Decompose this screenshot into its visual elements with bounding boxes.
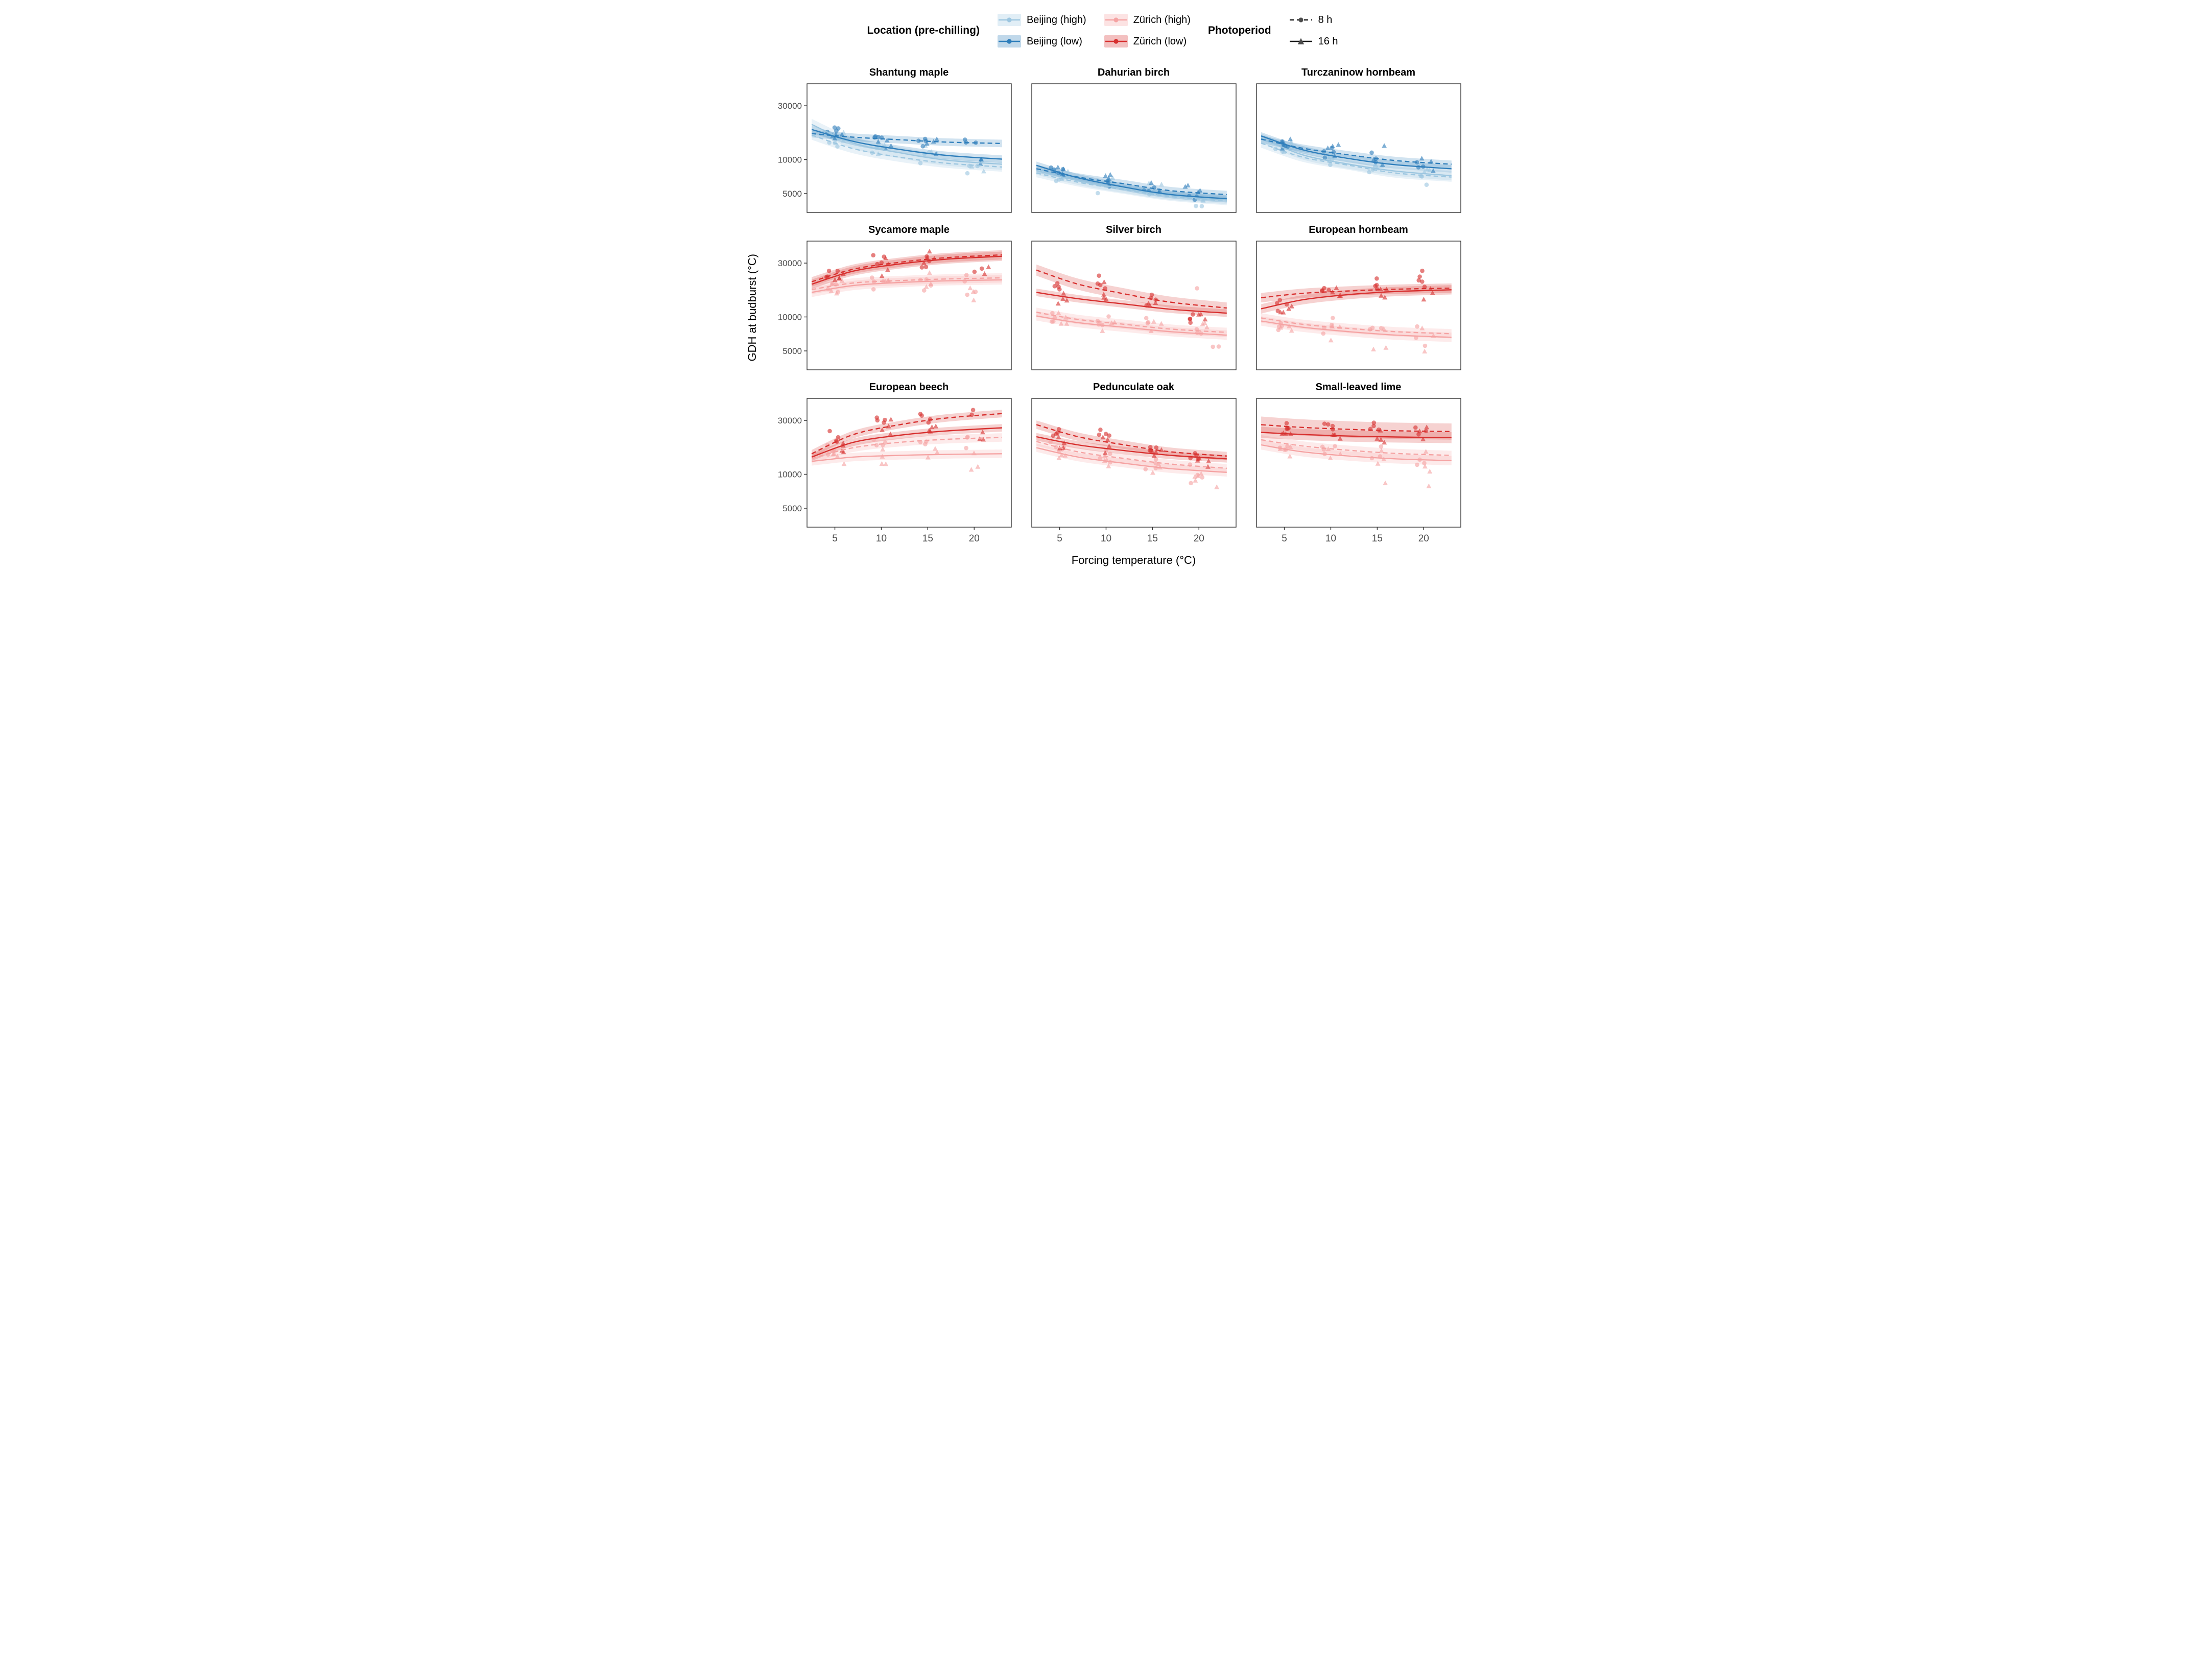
legend-key-beijing-high-icon	[997, 14, 1021, 26]
svg-text:10000: 10000	[777, 469, 801, 479]
facet-title: Dahurian birch	[1097, 67, 1170, 78]
svg-text:15: 15	[1371, 533, 1382, 544]
legend-key-16h-icon	[1289, 38, 1312, 44]
svg-text:5: 5	[1282, 533, 1287, 544]
legend-title-photoperiod: Photoperiod	[1207, 25, 1271, 36]
facet-european-hornbeam: European hornbeam	[1251, 222, 1465, 374]
svg-text:5000: 5000	[783, 189, 802, 199]
facet-dahurian-birch: Dahurian birch	[1027, 64, 1240, 217]
svg-text:10: 10	[1325, 533, 1336, 544]
legend-entry-beijing-high: Beijing (high)	[997, 12, 1086, 28]
facet-panel: 5000 10000 30000	[777, 241, 1012, 370]
facet-title: Sycamore maple	[868, 224, 950, 235]
facet-panel	[1255, 83, 1461, 213]
svg-text:30000: 30000	[777, 101, 801, 111]
facet-silver-birch: Silver birch	[1027, 222, 1240, 374]
facet-panel: 5000 10000 30000 5 10 15 20	[777, 398, 1012, 544]
legend-entry-16h: 16 h	[1289, 34, 1338, 49]
legend-label: Beijing (high)	[1026, 14, 1086, 26]
facet-panel	[1031, 83, 1237, 213]
svg-text:5: 5	[832, 533, 838, 544]
svg-text:10000: 10000	[777, 155, 801, 164]
legend-entry-beijing-low: Beijing (low)	[997, 34, 1086, 49]
facet-panel	[1255, 241, 1461, 370]
facet-title: Turczaninow hornbeam	[1301, 67, 1415, 78]
legend-label: Beijing (low)	[1026, 35, 1082, 47]
legend-label: 8 h	[1318, 14, 1333, 26]
facet-small-leaved-lime: Small-leaved lime 5 10 15 20	[1251, 379, 1465, 551]
facet-title: Silver birch	[1106, 224, 1161, 235]
svg-text:20: 20	[1418, 533, 1429, 544]
legend-title-location: Location (pre-chilling)	[867, 25, 980, 36]
svg-text:15: 15	[1147, 533, 1157, 544]
svg-text:30000: 30000	[777, 258, 801, 268]
facet-panel: 5000 10000 30000	[777, 83, 1012, 213]
y-axis-label: GDH at budburst (°C)	[745, 253, 758, 362]
facet-title: European beech	[869, 382, 949, 393]
svg-text:5000: 5000	[783, 504, 802, 513]
figure-legend: Location (pre-chilling) Beijing (high) B…	[741, 12, 1465, 49]
legend-label: Zürich (high)	[1133, 14, 1191, 26]
svg-text:10: 10	[1100, 533, 1111, 544]
facet-title: European hornbeam	[1309, 224, 1408, 235]
svg-text:5000: 5000	[783, 346, 802, 356]
facet-pedunculate-oak: Pedunculate oak 5 10 15 20	[1027, 379, 1240, 551]
legend-column-beijing: Beijing (high) Beijing (low)	[997, 12, 1086, 49]
legend-key-zurich-high-icon	[1104, 14, 1128, 26]
facet-shantung-maple: Shantung maple 5000 10000 30000	[775, 64, 1015, 217]
facet-panel: 5 10 15 20	[1255, 398, 1461, 544]
x-axis-label: Forcing temperature (°C)	[1071, 554, 1196, 566]
svg-text:10000: 10000	[777, 312, 801, 322]
svg-text:20: 20	[968, 533, 979, 544]
facet-panel	[1031, 241, 1237, 370]
facet-title: Shantung maple	[869, 67, 949, 78]
figure: Location (pre-chilling) Beijing (high) B…	[736, 0, 1470, 580]
facet-sycamore-maple: Sycamore maple 5000 10000 30000	[775, 222, 1015, 374]
legend-key-beijing-low-icon	[997, 35, 1021, 48]
svg-text:5: 5	[1057, 533, 1062, 544]
legend-column-photoperiod: 8 h 16 h	[1289, 12, 1338, 49]
legend-label: 16 h	[1318, 35, 1338, 47]
svg-text:15: 15	[922, 533, 933, 544]
legend-key-8h-icon	[1289, 17, 1312, 22]
legend-entry-zurich-high: Zürich (high)	[1104, 12, 1191, 28]
legend-key-zurich-low-icon	[1104, 35, 1128, 48]
legend-entry-zurich-low: Zürich (low)	[1104, 34, 1191, 49]
facet-turczaninow-hornbeam: Turczaninow hornbeam	[1251, 64, 1465, 217]
facet-title: Small-leaved lime	[1315, 382, 1402, 393]
legend-entry-8h: 8 h	[1289, 12, 1338, 28]
legend-label: Zürich (low)	[1133, 35, 1187, 47]
svg-text:10: 10	[875, 533, 886, 544]
svg-text:30000: 30000	[777, 416, 801, 425]
facet-panel: 5 10 15 20	[1031, 398, 1237, 544]
legend-column-zurich: Zürich (high) Zürich (low)	[1104, 12, 1191, 49]
facet-grid: GDH at budburst (°C) Shantung maple 5000…	[741, 64, 1465, 551]
svg-text:20: 20	[1193, 533, 1204, 544]
facet-european-beech: European beech 5000 10000 30000 5 10 15 20	[775, 379, 1015, 551]
facet-title: Pedunculate oak	[1093, 382, 1174, 393]
